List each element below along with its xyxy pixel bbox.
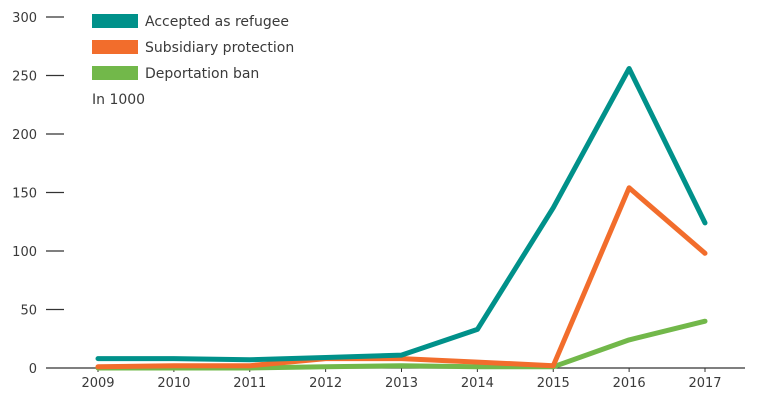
x-axis: 2009 2010 2011 2012 2013 2014 2015 2016 2017 [81, 368, 722, 391]
y-axis: 0 50 100 150 200 250 300 [12, 11, 745, 377]
x-tick-label: 2017 [688, 376, 721, 390]
y-tick-label: 50 [20, 304, 37, 319]
x-tick-label: 2016 [613, 376, 646, 390]
y-tick-label: 250 [12, 70, 37, 85]
x-tick-label: 2013 [385, 376, 418, 390]
legend-swatch [92, 40, 138, 54]
y-tick-label: 200 [12, 128, 37, 143]
y-tick-label: 100 [12, 245, 37, 260]
legend-swatch [92, 14, 138, 28]
unit-note: In 1000 [92, 92, 145, 108]
x-tick-label: 2015 [537, 376, 570, 390]
series-line [95, 66, 708, 363]
y-tick-label: 300 [12, 11, 37, 26]
series-line [95, 185, 708, 370]
y-tick-label: 0 [29, 362, 37, 377]
series-group [95, 66, 708, 371]
x-tick-label: 2011 [233, 376, 266, 390]
x-tick-label: 2009 [81, 376, 114, 390]
x-tick-label: 2010 [157, 376, 190, 390]
x-tick-label: 2014 [461, 376, 494, 390]
legend: Accepted as refugee Subsidiary protection… [92, 14, 294, 82]
legend-label: Accepted as refugee [145, 14, 289, 30]
legend-label: Deportation ban [145, 66, 259, 82]
y-tick-label: 150 [12, 187, 37, 202]
legend-label: Subsidiary protection [145, 40, 294, 56]
x-tick-label: 2012 [309, 376, 342, 390]
legend-swatch [92, 66, 138, 80]
